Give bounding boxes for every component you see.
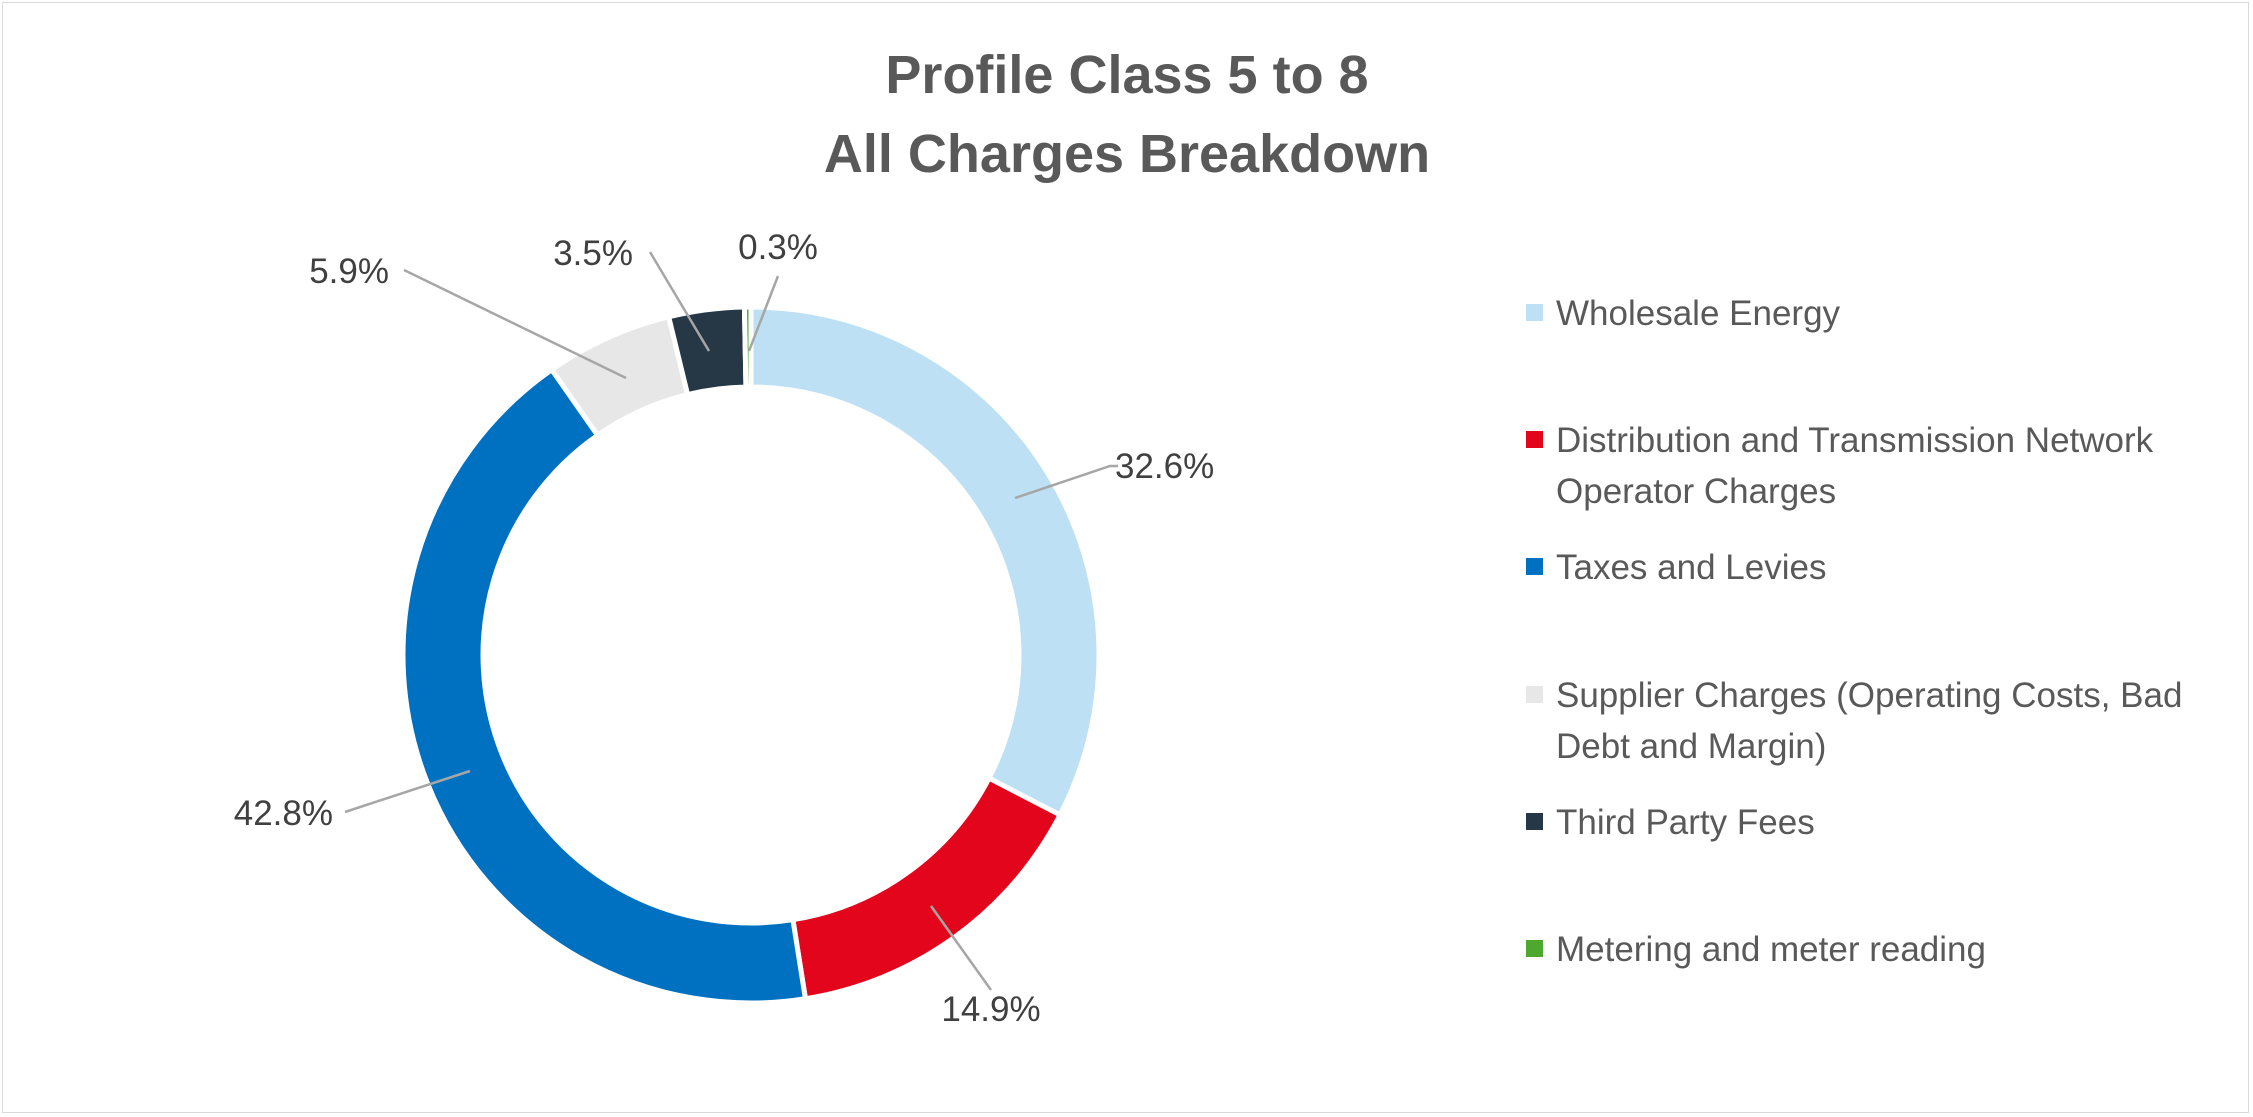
- legend: Wholesale Energy Distribution and Transmi…: [1526, 294, 2182, 969]
- legend-swatch: [1526, 431, 1543, 448]
- slice-distribution-and-transmission-network-operator-charges: [790, 774, 1064, 1002]
- legend-item-supplier-charges-operating-costs-bad-debt-and-margin: Supplier Charges (Operating Costs, Bad De…: [1526, 676, 2182, 766]
- leader-line-distribution-and-transmission-network-operator-charges: [929, 905, 993, 991]
- data-label-taxes-and-levies: 42.8%: [234, 794, 333, 833]
- data-label-distribution-and-transmission-network-operator-charges: 14.9%: [941, 990, 1040, 1029]
- slice-wholesale-energy: [748, 304, 1102, 819]
- leader-line-supplier-charges-operating-costs-bad-debt-and-margin: [403, 268, 627, 380]
- legend-item-taxes-and-levies: Taxes and Levies: [1526, 548, 1826, 587]
- legend-swatch: [1526, 813, 1543, 830]
- leader-line-taxes-and-levies: [344, 769, 471, 814]
- slice-metering-and-meter-reading: [741, 304, 754, 390]
- legend-swatch: [1526, 304, 1543, 321]
- slices-group: [400, 304, 1102, 1006]
- legend-label: Operator Charges: [1556, 472, 1836, 511]
- legend-item-distribution-and-transmission-network-operator-charges: Distribution and Transmission Network Ope…: [1526, 421, 2154, 511]
- leader-line-metering-and-meter-reading: [747, 275, 780, 352]
- leader-line-third-party-fees: [648, 251, 711, 352]
- data-label-third-party-fees: 3.5%: [553, 234, 633, 273]
- chart-title-line-2: All Charges Breakdown: [824, 124, 1430, 184]
- data-label-wholesale-energy: 32.6%: [1115, 447, 1214, 486]
- legend-label: Metering and meter reading: [1556, 930, 1986, 969]
- legend-swatch: [1526, 940, 1543, 957]
- legend-item-metering-and-meter-reading: Metering and meter reading: [1526, 930, 1986, 969]
- leader-lines-group: [344, 251, 1118, 991]
- legend-label: Supplier Charges (Operating Costs, Bad: [1556, 676, 2182, 715]
- legend-label: Third Party Fees: [1556, 803, 1815, 842]
- legend-swatch: [1526, 686, 1543, 703]
- legend-label: Distribution and Transmission Network: [1556, 421, 2154, 460]
- legend-label: Wholesale Energy: [1556, 294, 1841, 333]
- legend-label: Taxes and Levies: [1556, 548, 1826, 587]
- data-label-metering-and-meter-reading: 0.3%: [738, 228, 818, 267]
- legend-label: Debt and Margin): [1556, 727, 1826, 766]
- chart-title-line-1: Profile Class 5 to 8: [885, 45, 1368, 105]
- legend-item-third-party-fees: Third Party Fees: [1526, 803, 1815, 842]
- legend-swatch: [1526, 558, 1543, 575]
- data-label-supplier-charges-operating-costs-bad-debt-and-margin: 5.9%: [309, 252, 389, 291]
- data-labels-group: 32.6% 14.9% 42.8% 5.9% 3.5% 0.3%: [234, 228, 1215, 1029]
- slice-taxes-and-levies: [400, 366, 809, 1006]
- legend-item-wholesale-energy: Wholesale Energy: [1526, 294, 1841, 333]
- leader-line-wholesale-energy: [1014, 464, 1118, 500]
